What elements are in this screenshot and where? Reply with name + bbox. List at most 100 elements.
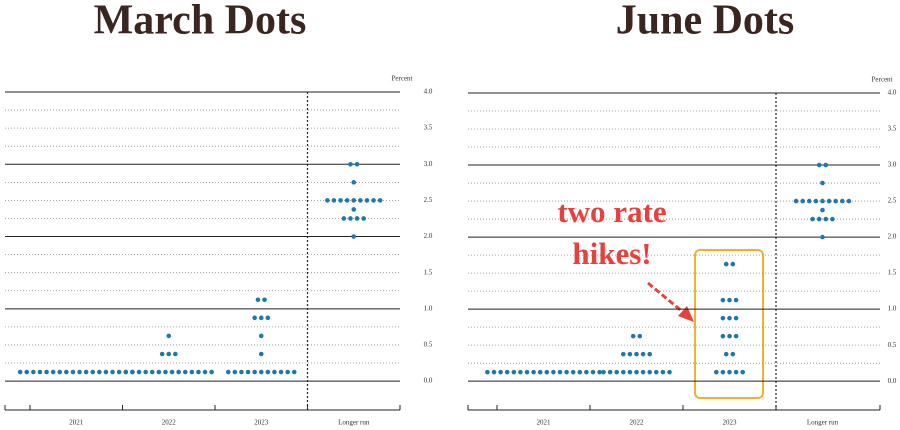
dot [733, 369, 739, 375]
dot [239, 369, 244, 375]
dot [504, 369, 510, 375]
dot [793, 198, 799, 204]
dot [377, 198, 383, 203]
dot [524, 369, 530, 375]
dot [166, 333, 172, 339]
dot [621, 351, 626, 357]
y-tick-label: 3.0 [424, 160, 433, 168]
dot [341, 216, 347, 221]
dot [640, 351, 646, 357]
dot [265, 315, 271, 321]
dot [348, 216, 353, 221]
x-tick-label: 2021 [537, 419, 552, 427]
dot [714, 369, 719, 375]
dot [640, 369, 646, 375]
dot [816, 216, 822, 222]
dot [252, 369, 257, 375]
dot [371, 198, 376, 203]
y-tick-label: 2.5 [888, 197, 897, 205]
dot [621, 369, 626, 375]
dot [816, 162, 822, 168]
dot [262, 297, 267, 303]
y-tick-label: 2.5 [424, 196, 433, 204]
y-tick-label: 0.0 [424, 377, 433, 385]
dot [64, 369, 69, 375]
chart-title: June Dots [616, 0, 795, 44]
dot [258, 333, 264, 339]
unit-label: Percent [872, 76, 893, 84]
dot [156, 369, 162, 375]
dot [614, 369, 619, 375]
dot [564, 369, 569, 375]
dot [272, 369, 277, 375]
dot [103, 369, 109, 375]
dot [166, 351, 172, 357]
dot [209, 369, 214, 375]
x-tick-label: 2023 [254, 419, 269, 427]
dot [498, 369, 503, 375]
dot [537, 369, 543, 375]
dot [720, 297, 726, 303]
y-tick-label: 1.5 [424, 268, 433, 276]
dot [531, 369, 536, 375]
dot [265, 369, 271, 375]
dot [813, 198, 819, 204]
dot [654, 369, 659, 375]
y-tick-label: 3.5 [888, 125, 897, 133]
dot [351, 207, 357, 212]
dot [820, 234, 825, 240]
dot [361, 216, 366, 221]
dot [291, 369, 297, 375]
dot [258, 351, 264, 357]
dot [491, 369, 497, 375]
annotation: two rate [557, 194, 666, 229]
dot [182, 369, 188, 375]
dot [733, 315, 739, 321]
dot [551, 369, 556, 375]
dot [820, 207, 825, 213]
arrow-shaft [647, 281, 685, 315]
dot [50, 369, 56, 375]
dot [31, 369, 36, 375]
dot [24, 369, 30, 375]
dot [830, 216, 835, 222]
dot [727, 369, 732, 375]
dot [354, 216, 360, 221]
dot [176, 369, 181, 375]
chart-title: March Dots [94, 0, 307, 44]
y-tick-label: 1.5 [888, 269, 897, 277]
dot [647, 369, 652, 375]
dot [325, 198, 330, 203]
dot [57, 369, 63, 375]
x-tick-label: 2021 [69, 419, 84, 427]
dot [163, 369, 168, 375]
dot [116, 369, 122, 375]
dot [351, 180, 357, 185]
dot [584, 369, 589, 375]
dot [189, 369, 195, 375]
dot [110, 369, 115, 375]
dot [810, 216, 815, 222]
y-tick-label: 0.5 [888, 341, 897, 349]
dot [634, 351, 639, 357]
dot [630, 333, 636, 339]
dot [823, 216, 829, 222]
y-tick-label: 0.5 [424, 341, 433, 349]
dot [660, 369, 666, 375]
dot [833, 198, 838, 204]
dot [840, 198, 845, 204]
dot [90, 369, 96, 375]
y-tick-label: 1.0 [424, 304, 433, 312]
dot [258, 369, 264, 375]
dot [820, 198, 825, 204]
highlight-box [694, 249, 764, 399]
dot [169, 369, 175, 375]
x-tick-label: 2023 [723, 419, 738, 427]
dot [720, 369, 726, 375]
dot [344, 198, 350, 203]
dot [123, 369, 129, 375]
dot [232, 369, 238, 375]
y-tick-label: 2.0 [888, 233, 897, 241]
dot [285, 369, 290, 375]
